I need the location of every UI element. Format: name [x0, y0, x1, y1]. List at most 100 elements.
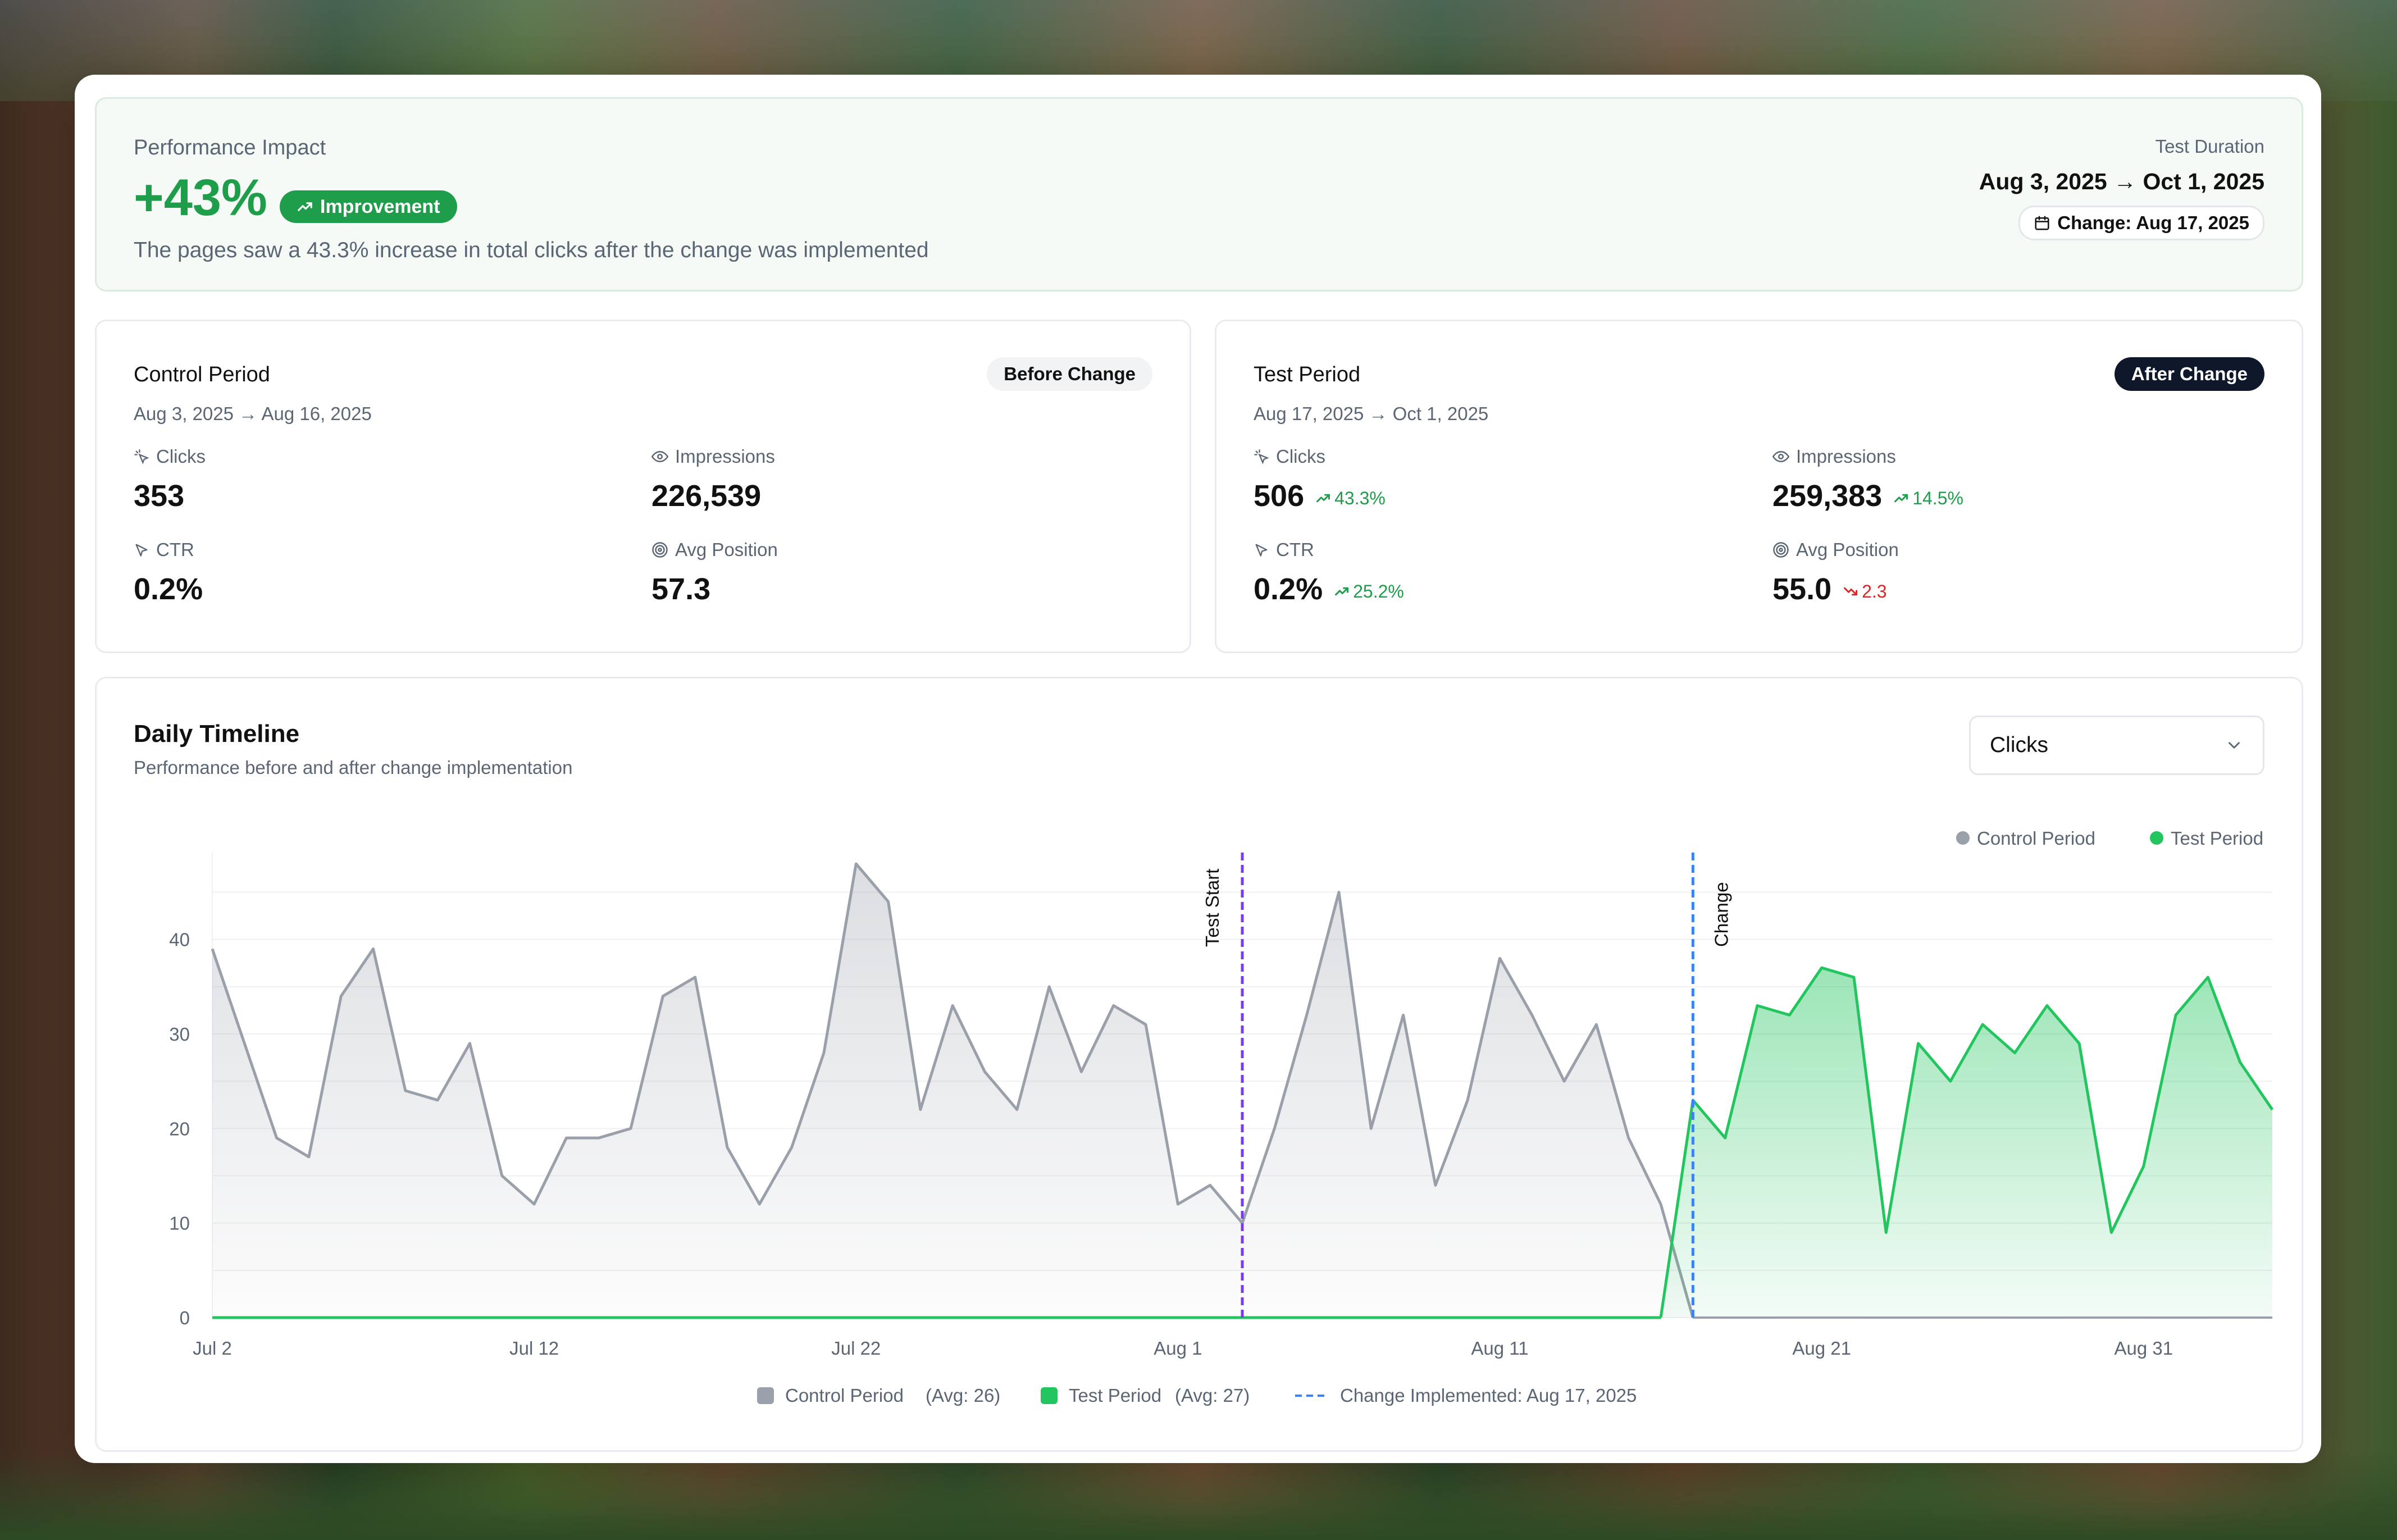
target-icon	[652, 542, 668, 558]
test-clicks-value: 506	[1254, 479, 1305, 513]
change-label: Change	[1711, 882, 1731, 947]
x-axis: Jul 2 Jul 12 Jul 22 Aug 1 Aug 11 Aug 21 Aug 31	[193, 1338, 2173, 1359]
click-icon	[134, 449, 149, 464]
control-period-card: Control Period Before Change Aug 3, 2025…	[95, 320, 1191, 653]
test-ctr-delta-value: 25.2%	[1353, 581, 1404, 602]
trending-up-icon	[1316, 494, 1330, 503]
after-change-tag: After Change	[2114, 357, 2264, 391]
control-ctr-label: CTR	[156, 539, 194, 560]
test-clicks-delta-value: 43.3%	[1334, 487, 1386, 508]
control-clicks-metric: Clicks 353	[134, 446, 206, 513]
control-ctr-metric: CTR 0.2%	[134, 539, 203, 607]
test-clicks-metric: Clicks 506 43.3%	[1254, 446, 1386, 513]
x-tick-label: Aug 21	[1792, 1338, 1851, 1359]
legend-bottom-control-swatch	[757, 1387, 774, 1404]
change-date-chip: Change: Aug 17, 2025	[2018, 206, 2264, 240]
test-position-delta-value: 2.3	[1862, 581, 1887, 602]
control-impressions-label: Impressions	[675, 446, 775, 467]
test-clicks-delta: 43.3%	[1315, 488, 1386, 509]
eye-icon	[651, 450, 668, 463]
x-tick-label: Aug 31	[2114, 1338, 2173, 1359]
control-period-dates: Aug 3, 2025 → Aug 16, 2025	[134, 403, 372, 424]
series-area-test	[1661, 968, 2272, 1318]
trending-down-icon	[1844, 587, 1858, 596]
legend-control-dot	[1956, 831, 1970, 845]
chevron-down-icon	[2229, 742, 2240, 749]
test-ctr-label: CTR	[1276, 539, 1314, 560]
test-impressions-label: Impressions	[1796, 446, 1896, 467]
control-impressions-value: 226,539	[651, 479, 762, 513]
performance-impact-card: Performance Impact +43% Improvement The …	[95, 97, 2303, 291]
background-forest	[0, 1450, 2397, 1540]
test-position-metric: Avg Position 55.0 2.3	[1772, 539, 1899, 607]
control-period-title: Control Period	[134, 363, 270, 386]
cursor-icon	[1255, 544, 1268, 557]
chart-series	[211, 862, 2274, 1319]
legend-bottom-test: Test Period	[1069, 1385, 1161, 1406]
metric-select[interactable]: Clicks	[1969, 716, 2264, 775]
daily-timeline-card: Daily Timeline Performance before and af…	[95, 677, 2303, 1452]
control-ctr-value: 0.2%	[134, 572, 203, 606]
control-position-label: Avg Position	[675, 539, 778, 560]
legend-bottom-test-swatch	[1041, 1387, 1058, 1404]
dashboard-window: Performance Impact +43% Improvement The …	[75, 75, 2321, 1463]
y-tick-label: 10	[169, 1213, 190, 1234]
improvement-badge: Improvement	[280, 190, 457, 223]
chart-markers: Test Start Change	[1202, 853, 1731, 1318]
series-line-test	[1659, 966, 2274, 1318]
x-tick-label: Jul 2	[193, 1338, 232, 1359]
control-position-value: 57.3	[651, 572, 711, 606]
legend-top-test: Test Period	[2171, 828, 2263, 849]
test-position-delta: 2.3	[1843, 581, 1887, 602]
legend-bottom-change: Change Implemented: Aug 17, 2025	[1340, 1385, 1637, 1406]
improvement-badge-label: Improvement	[320, 195, 440, 217]
trending-up-icon	[1894, 494, 1908, 503]
legend-bottom-control-avg: (Avg: 26)	[926, 1385, 1000, 1406]
x-tick-label: Aug 1	[1154, 1338, 1202, 1359]
x-tick-label: Aug 11	[1471, 1338, 1528, 1359]
y-tick-label: 30	[169, 1024, 190, 1045]
timeline-subtitle: Performance before and after change impl…	[134, 757, 573, 778]
impact-description: The pages saw a 43.3% increase in total …	[134, 238, 929, 262]
control-clicks-label: Clicks	[156, 446, 206, 467]
calendar-icon	[2035, 216, 2049, 230]
y-axis: 0 10 20 30 40	[169, 930, 190, 1328]
trending-up-icon	[1335, 587, 1349, 596]
test-period-dates: Aug 17, 2025 → Oct 1, 2025	[1254, 403, 1489, 424]
test-impressions-delta-value: 14.5%	[1912, 487, 1963, 508]
test-period-title: Test Period	[1254, 363, 1361, 386]
test-period-card: Test Period After Change Aug 17, 2025 → …	[1215, 320, 2303, 653]
target-icon	[1773, 542, 1789, 558]
series-area-control	[212, 864, 1693, 1318]
test-duration-range: Aug 3, 2025 → Oct 1, 2025	[1979, 168, 2264, 194]
test-start-label: Test Start	[1202, 869, 1223, 947]
test-clicks-label: Clicks	[1276, 446, 1325, 467]
y-tick-label: 20	[169, 1118, 190, 1139]
click-icon	[1254, 449, 1269, 464]
legend-bottom-control: Control Period	[785, 1385, 904, 1406]
legend-test-dot	[2150, 831, 2163, 845]
legend-top: Control Period Test Period	[1956, 828, 2263, 849]
y-tick-label: 40	[169, 930, 190, 950]
before-change-tag: Before Change	[987, 357, 1152, 391]
x-tick-label: Jul 12	[509, 1338, 559, 1359]
y-tick-label: 0	[180, 1307, 190, 1328]
test-impressions-value: 259,383	[1772, 479, 1883, 513]
control-impressions-metric: Impressions 226,539	[651, 446, 775, 513]
test-ctr-metric: CTR 0.2% 25.2%	[1254, 539, 1404, 607]
timeline-chart: 0 10 20 30 40 Jul 2 Jul 12 Jul 22 Aug 1 Aug 11 Au…	[169, 828, 2274, 1406]
test-position-value: 55.0	[1772, 572, 1832, 606]
impact-value: +43%	[134, 169, 267, 226]
control-clicks-value: 353	[134, 479, 185, 513]
test-impressions-metric: Impressions 259,383 14.5%	[1772, 446, 1963, 513]
cursor-icon	[135, 544, 148, 557]
x-tick-label: Jul 22	[831, 1338, 881, 1359]
test-duration-label: Test Duration	[2155, 136, 2264, 157]
timeline-title: Daily Timeline	[134, 720, 300, 748]
legend-bottom-test-avg: (Avg: 27)	[1175, 1385, 1250, 1406]
legend-bottom: Control Period (Avg: 26) Test Period (Av…	[757, 1385, 1637, 1406]
eye-icon	[1772, 450, 1789, 463]
change-date-label: Change: Aug 17, 2025	[2057, 212, 2249, 233]
trending-up-icon	[298, 202, 312, 211]
test-impressions-delta: 14.5%	[1893, 488, 1963, 509]
